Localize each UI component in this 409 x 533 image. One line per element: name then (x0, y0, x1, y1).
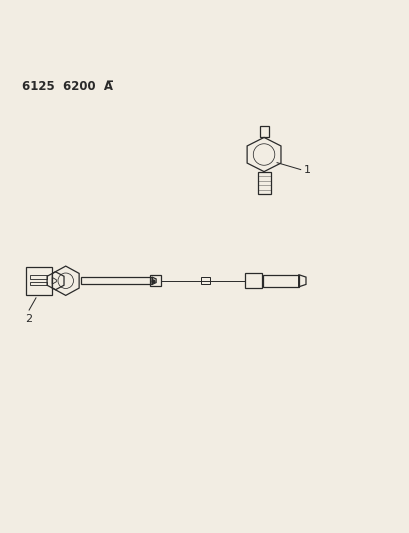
Bar (30, 282, 47, 285)
Bar (26, 267, 52, 295)
Bar (259, 126, 268, 138)
Bar (262, 274, 298, 287)
Text: 2: 2 (25, 314, 33, 324)
Bar (257, 172, 270, 194)
Bar (30, 276, 47, 279)
Bar (200, 277, 209, 285)
Text: 6125  6200  A̅: 6125 6200 A̅ (22, 80, 112, 93)
Bar (244, 273, 261, 288)
Bar (150, 275, 161, 286)
Text: 1: 1 (303, 165, 310, 175)
Bar (81, 277, 152, 285)
